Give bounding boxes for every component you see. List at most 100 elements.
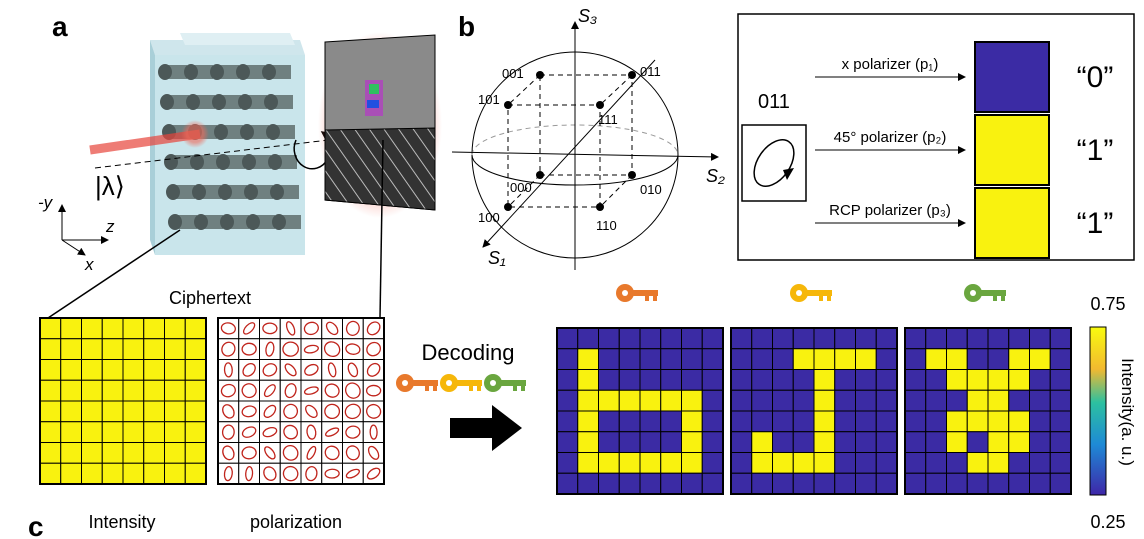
key-tooth: [645, 295, 649, 301]
pixel: [1030, 432, 1051, 453]
state-label: |λ⟩: [95, 171, 125, 201]
pixel: [102, 463, 123, 484]
pillar-top: [240, 124, 254, 140]
colorbar: [1090, 327, 1106, 495]
pixel: [661, 349, 682, 370]
pixel: [40, 463, 61, 484]
pixel: [682, 370, 703, 391]
pixel: [773, 328, 794, 349]
pixel: [578, 370, 599, 391]
decoded-images: [557, 328, 1071, 494]
pixel: [640, 411, 661, 432]
pixel: [835, 390, 856, 411]
pillar-top: [160, 94, 174, 110]
pixel: [702, 411, 723, 432]
pixel: [905, 370, 926, 391]
pixel: [988, 473, 1009, 494]
pixel: [835, 453, 856, 474]
colorbar-min: 0.25: [1090, 512, 1125, 532]
axis-label: x: [84, 255, 94, 274]
pillar-top: [216, 154, 230, 170]
pixel: [682, 432, 703, 453]
pixel: [578, 328, 599, 349]
pixel: [144, 401, 165, 422]
pixel: [876, 390, 897, 411]
pixel: [61, 339, 82, 360]
pixel: [661, 370, 682, 391]
key-tooth: [993, 295, 997, 301]
axis-label: -y: [38, 193, 54, 212]
pixel: [1050, 349, 1071, 370]
pixel: [905, 453, 926, 474]
pixel: [123, 380, 144, 401]
colorbar-max: 0.75: [1090, 294, 1125, 314]
pixel: [702, 390, 723, 411]
pixel: [301, 401, 322, 422]
pixel: [988, 349, 1009, 370]
pixel: [578, 453, 599, 474]
pixel: [578, 390, 599, 411]
pixel: [599, 390, 620, 411]
pixel: [557, 453, 578, 474]
pillar-top: [214, 124, 228, 140]
pixel: [599, 370, 620, 391]
pixel: [640, 390, 661, 411]
pixel: [731, 390, 752, 411]
pillar-top: [244, 184, 258, 200]
pixel: [856, 473, 877, 494]
pixel: [578, 411, 599, 432]
decoding-label: Decoding: [422, 340, 515, 365]
pixel: [947, 390, 968, 411]
pixel: [947, 328, 968, 349]
pixel: [185, 380, 206, 401]
pixel: [1030, 453, 1051, 474]
output-square: [975, 188, 1049, 258]
pixel: [301, 360, 322, 381]
pixel: [61, 318, 82, 339]
pixel: [752, 328, 773, 349]
pixel: [1030, 349, 1051, 370]
pixel: [102, 360, 123, 381]
polarizer-label: RCP polarizer (p₃): [829, 202, 951, 219]
pixel: [967, 453, 988, 474]
pixel: [185, 422, 206, 443]
pixel: [165, 339, 186, 360]
pixel: [905, 390, 926, 411]
pixel: [1009, 411, 1030, 432]
pixel: [82, 401, 103, 422]
pixel: [752, 390, 773, 411]
pixel: [280, 318, 301, 339]
output-square: [975, 115, 1049, 185]
vertex: [504, 101, 512, 109]
pixel: [814, 328, 835, 349]
pillar-top: [238, 94, 252, 110]
pixel: [123, 360, 144, 381]
key-tooth: [819, 295, 823, 301]
pixel: [165, 360, 186, 381]
pixel: [619, 411, 640, 432]
pillar-top: [270, 184, 284, 200]
caption: polarization: [250, 512, 342, 532]
pixel: [144, 318, 165, 339]
pixel: [988, 390, 1009, 411]
pixel: [988, 453, 1009, 474]
panel-label: b: [458, 11, 475, 42]
pixel: [557, 411, 578, 432]
pillar-top: [192, 184, 206, 200]
pixel: [793, 390, 814, 411]
pixel: [82, 339, 103, 360]
key-tooth: [433, 385, 437, 391]
vertex: [596, 203, 604, 211]
pixel: [1009, 349, 1030, 370]
pixel: [599, 411, 620, 432]
key-tooth: [653, 295, 657, 301]
pixel: [856, 453, 877, 474]
vertex-label: 000: [510, 180, 532, 195]
pixel: [144, 422, 165, 443]
pixel: [82, 380, 103, 401]
laser-spot: [181, 120, 209, 148]
pixel: [619, 390, 640, 411]
pixel: [363, 360, 384, 381]
vertex-label: 001: [502, 66, 524, 81]
pixel: [61, 360, 82, 381]
